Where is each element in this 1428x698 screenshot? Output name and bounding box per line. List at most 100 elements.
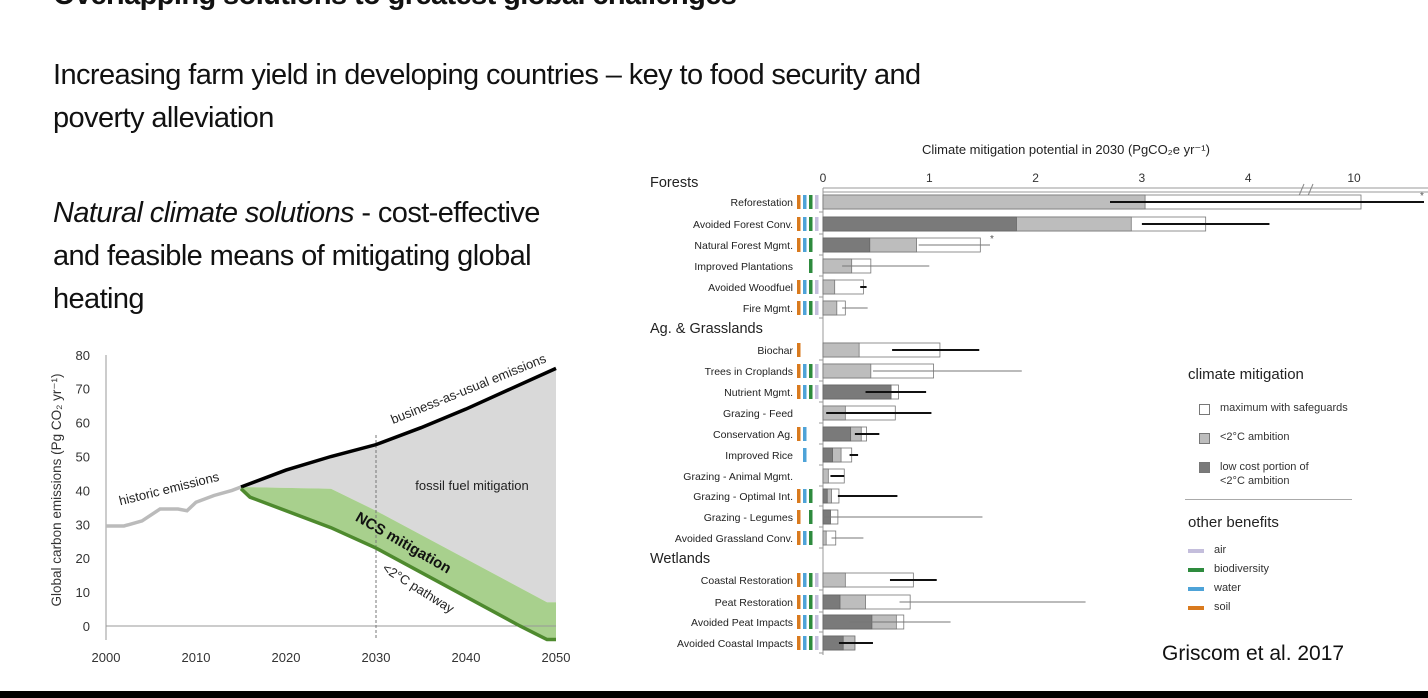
benefit-air-mark xyxy=(815,280,819,294)
y-tick-label: 70 xyxy=(76,382,90,397)
benefit-water-mark xyxy=(803,238,807,252)
ncs-rest: - cost-effective and feasible means of m… xyxy=(53,197,540,315)
row-label: Avoided Grassland Conv. xyxy=(675,533,793,545)
bar-ambition xyxy=(822,468,829,484)
benefit-water-mark xyxy=(803,427,807,441)
asterisk-mark: * xyxy=(990,234,994,245)
benefit-air-mark xyxy=(815,364,819,378)
legend-swatch xyxy=(1188,549,1204,553)
row-label: Avoided Forest Conv. xyxy=(693,219,793,231)
bar-lowcost xyxy=(822,237,871,253)
x-tick-label: 3 xyxy=(1139,171,1146,185)
x-tick-label: 2000 xyxy=(92,650,121,665)
row-label: Improved Rice xyxy=(725,450,793,462)
legend-swatch xyxy=(1199,462,1210,473)
benefit-water-mark xyxy=(803,448,807,462)
legend-label: air xyxy=(1214,544,1227,556)
benefit-water-mark xyxy=(803,195,807,209)
row-label: Grazing - Legumes xyxy=(704,512,793,524)
fossil-mitigation-area xyxy=(241,368,556,603)
benefit-soil-mark xyxy=(797,573,801,587)
benefit-water-mark xyxy=(803,636,807,650)
legend-benefits-title: other benefits xyxy=(1188,514,1279,531)
historic-emissions-line xyxy=(106,485,242,528)
slide-title: Overlapping solutions to greatest global… xyxy=(53,0,737,17)
benefit-air-mark xyxy=(815,595,819,609)
bar-lowcost xyxy=(822,488,828,504)
y-tick-label: 0 xyxy=(83,619,90,634)
y-tick-label: 10 xyxy=(76,585,90,600)
bau-emissions-line xyxy=(240,366,557,489)
ncs-italic: Natural climate solutions xyxy=(53,197,355,229)
benefit-air-mark xyxy=(815,615,819,629)
legend-item-max: maximum with safeguards xyxy=(1199,402,1348,415)
legend-item-biodiversity: biodiversity xyxy=(1188,563,1269,575)
benefit-biodiversity-mark xyxy=(809,364,813,378)
legend-item-water: water xyxy=(1188,582,1241,594)
benefit-soil-mark xyxy=(797,217,801,231)
bar-ambition xyxy=(822,530,827,546)
benefit-biodiversity-mark xyxy=(809,489,813,503)
y-tick-label: 60 xyxy=(76,416,90,431)
bar-ambition xyxy=(822,279,836,295)
x-tick-label: 2 xyxy=(1032,171,1039,185)
group-label: Forests xyxy=(650,175,698,191)
benefit-soil-mark xyxy=(797,531,801,545)
benefit-biodiversity-mark xyxy=(809,301,813,315)
benefit-soil-mark xyxy=(797,510,801,524)
x-tick-label: 10 xyxy=(1347,171,1361,185)
historic-label: historic emissions xyxy=(117,469,221,508)
benefit-biodiversity-mark xyxy=(809,238,813,252)
row-label: Coastal Restoration xyxy=(701,575,793,587)
legend-label: <2°C ambition xyxy=(1220,431,1290,443)
benefit-water-mark xyxy=(803,489,807,503)
bottom-border xyxy=(0,691,1428,698)
bar-ambition xyxy=(822,342,860,358)
benefit-water-mark xyxy=(803,301,807,315)
row-label: Grazing - Animal Mgmt. xyxy=(683,471,793,483)
row-label: Avoided Coastal Impacts xyxy=(677,638,793,650)
benefit-air-mark xyxy=(815,301,819,315)
group-label: Ag. & Grasslands xyxy=(650,321,763,337)
legend-mitigation-title: climate mitigation xyxy=(1188,366,1304,383)
benefit-biodiversity-mark xyxy=(809,280,813,294)
benefit-soil-mark xyxy=(797,195,801,209)
benefit-soil-mark xyxy=(797,301,801,315)
benefit-soil-mark xyxy=(797,427,801,441)
x-tick-label: 1 xyxy=(926,171,933,185)
legend-label: biodiversity xyxy=(1214,563,1270,575)
benefit-air-mark xyxy=(815,385,819,399)
benefit-water-mark xyxy=(803,280,807,294)
legend-label: water xyxy=(1214,582,1241,594)
bar-lowcost xyxy=(822,216,1017,232)
ncs-text: Natural climate solutions - cost-effecti… xyxy=(53,192,573,321)
benefit-biodiversity-mark xyxy=(809,573,813,587)
benefit-biodiversity-mark xyxy=(809,195,813,209)
benefit-biodiversity-mark xyxy=(809,259,813,273)
benefit-biodiversity-mark xyxy=(809,531,813,545)
pathway-line xyxy=(239,487,556,642)
legend-swatch xyxy=(1188,587,1204,591)
benefit-air-mark xyxy=(815,195,819,209)
bar-ambition xyxy=(822,572,846,588)
benefit-water-mark xyxy=(803,364,807,378)
legend-label: maximum with safeguards xyxy=(1220,402,1348,414)
legend-swatch xyxy=(1199,433,1210,444)
x-tick-label: 2010 xyxy=(182,650,211,665)
benefit-soil-mark xyxy=(797,280,801,294)
row-label: Grazing - Feed xyxy=(723,408,793,420)
x-tick-label: 2040 xyxy=(452,650,481,665)
legend-swatch xyxy=(1188,568,1204,572)
benefit-soil-mark xyxy=(797,364,801,378)
benefit-soil-mark xyxy=(797,636,801,650)
bar-lowcost xyxy=(822,426,852,442)
row-label: Trees in Croplands xyxy=(705,366,793,378)
legend-label: low cost portion of <2°C ambition xyxy=(1220,461,1309,487)
benefit-biodiversity-mark xyxy=(809,636,813,650)
legend-swatch xyxy=(1188,606,1204,610)
citation: Griscom et al. 2017 xyxy=(1162,642,1345,665)
benefit-biodiversity-mark xyxy=(809,510,813,524)
chart-title: Climate mitigation potential in 2030 (Pg… xyxy=(922,142,1210,157)
row-label: Biochar xyxy=(757,345,793,357)
